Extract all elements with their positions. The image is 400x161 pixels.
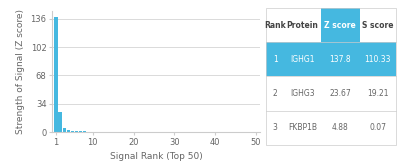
Text: IGHG3: IGHG3 bbox=[290, 89, 315, 98]
Text: 2: 2 bbox=[273, 89, 278, 98]
Bar bbox=[66, 130, 70, 132]
Bar bbox=[62, 128, 66, 132]
Text: Z score: Z score bbox=[324, 21, 356, 30]
Text: 1: 1 bbox=[273, 55, 278, 64]
Bar bbox=[71, 131, 74, 132]
Bar bbox=[75, 131, 78, 132]
Bar bbox=[79, 131, 82, 132]
Bar bbox=[321, 8, 360, 42]
Text: 19.21: 19.21 bbox=[367, 89, 388, 98]
Text: IGHG1: IGHG1 bbox=[290, 55, 315, 64]
Y-axis label: Strength of Signal (Z score): Strength of Signal (Z score) bbox=[16, 9, 25, 134]
Bar bbox=[58, 112, 62, 132]
Text: 0.07: 0.07 bbox=[369, 123, 386, 132]
Bar bbox=[266, 42, 284, 76]
Bar bbox=[321, 42, 360, 76]
Text: Protein: Protein bbox=[286, 21, 318, 30]
Text: 110.33: 110.33 bbox=[364, 55, 391, 64]
Bar bbox=[360, 42, 396, 76]
Text: 4.88: 4.88 bbox=[332, 123, 348, 132]
Bar bbox=[83, 131, 86, 132]
Bar bbox=[284, 42, 321, 76]
Text: FKBP1B: FKBP1B bbox=[288, 123, 317, 132]
X-axis label: Signal Rank (Top 50): Signal Rank (Top 50) bbox=[110, 152, 202, 161]
Text: 137.8: 137.8 bbox=[329, 55, 351, 64]
Bar bbox=[54, 17, 58, 132]
Text: 23.67: 23.67 bbox=[329, 89, 351, 98]
Text: S score: S score bbox=[362, 21, 394, 30]
Text: 3: 3 bbox=[273, 123, 278, 132]
Text: Rank: Rank bbox=[264, 21, 286, 30]
